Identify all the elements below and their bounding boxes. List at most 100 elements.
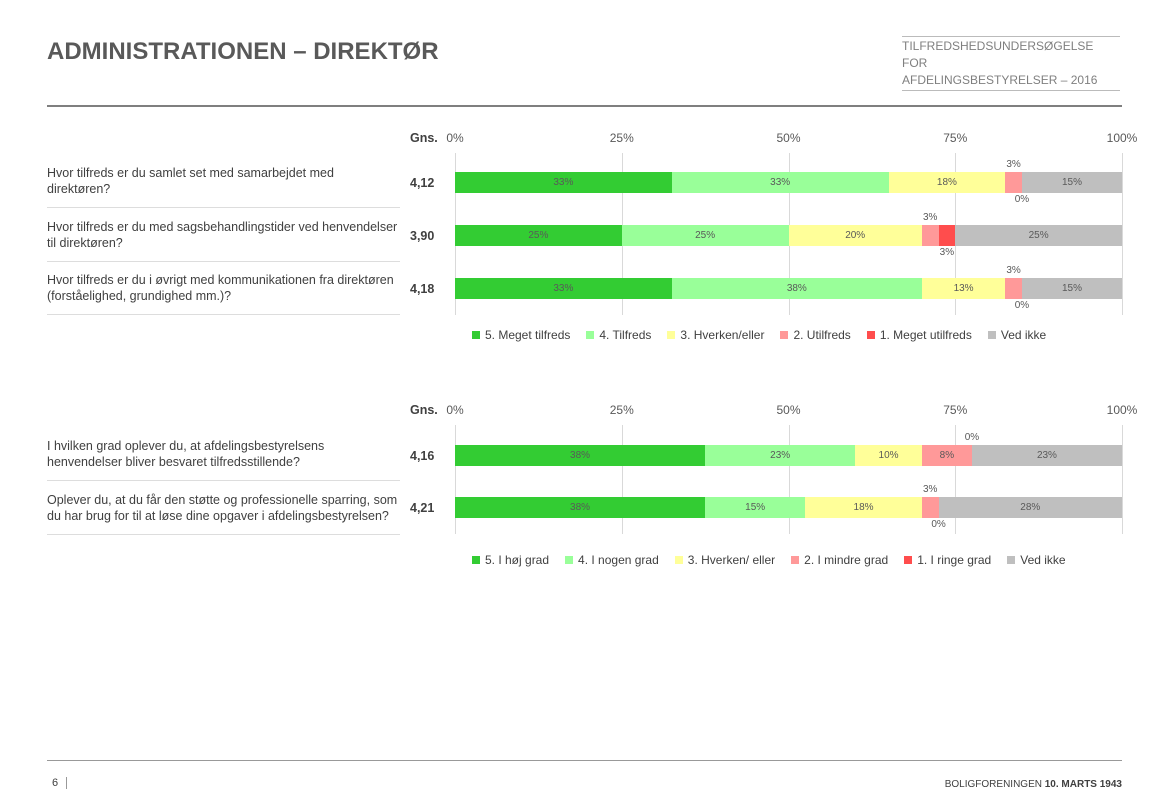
bar-segment: 20% (788, 225, 922, 246)
bar-segment: 3% (1005, 159, 1022, 193)
data-label: 18% (853, 502, 874, 513)
gridline (788, 425, 790, 534)
legend-item: 1. Meget utilfreds (866, 328, 972, 342)
data-label: 25% (1028, 230, 1049, 241)
report-subtitle: TILFREDSHEDSUNDERSØGELSE FOR AFDELINGSBES… (902, 36, 1120, 91)
question-text: Hvor tilfreds er du med sagsbehandlingst… (47, 209, 400, 262)
axis-tick-label: 100% (1106, 403, 1138, 417)
bar-segment: 25% (621, 225, 789, 246)
axis-tick-label: 75% (943, 131, 968, 145)
bar-segment: 3% (1005, 265, 1022, 299)
bar-segment: 3% (938, 225, 956, 258)
bar-segment: 33% (671, 172, 889, 193)
legend-label: 4. I nogen grad (578, 553, 659, 567)
data-label: 18% (936, 177, 957, 188)
data-label: 25% (695, 230, 716, 241)
data-label: 23% (1036, 450, 1057, 461)
data-label: 23% (770, 450, 791, 461)
average-score: 4,12 (410, 176, 435, 190)
data-label: 33% (553, 177, 574, 188)
org-name-bold: 10. MARTS 1943 (1044, 779, 1122, 790)
legend-label: 4. Tilfreds (599, 328, 652, 342)
legend-label: 5. I høj grad (485, 553, 550, 567)
legend-swatch (904, 556, 913, 564)
bar-segment: 18% (805, 497, 922, 518)
bar-segment: 8% (921, 445, 972, 466)
footer-divider (47, 760, 1122, 761)
data-label: 20% (845, 230, 866, 241)
bar-segment: 15% (1021, 172, 1122, 193)
legend-swatch (791, 556, 800, 564)
axis-tick-label: 75% (943, 403, 968, 417)
footer-org: BOLIGFORENINGEN 10. MARTS 1943 (945, 779, 1122, 790)
legend-swatch (667, 331, 676, 339)
bar-segment: 38% (671, 278, 922, 299)
bar-segment: 10% (855, 445, 922, 466)
legend-label: 5. Meget tilfreds (485, 328, 571, 342)
legend-label: 2. I mindre grad (804, 553, 889, 567)
question-text: Hvor tilfreds er du samlet set med samar… (47, 155, 400, 208)
bar-segment: 18% (888, 172, 1006, 193)
bar-segment: 3% (921, 484, 939, 518)
data-label: 3% (1006, 265, 1021, 276)
data-label: 25% (528, 230, 549, 241)
legend-item: 2. Utilfreds (780, 328, 851, 342)
axis-tick-label: 50% (776, 403, 801, 417)
data-label: 8% (939, 450, 955, 461)
bar-segment: 33% (455, 278, 672, 299)
legend-item: 4. Tilfreds (586, 328, 651, 342)
legend-swatch (674, 556, 683, 564)
bar-segment: 38% (455, 445, 706, 466)
legend-item: Ved ikke (987, 328, 1046, 342)
gridline (1122, 153, 1123, 315)
gridline (621, 425, 623, 534)
subtitle-line-1: TILFREDSHEDSUNDERSØGELSE FOR (902, 39, 1094, 70)
legend-item: 3. Hverken/ eller (674, 553, 775, 567)
average-score: 4,21 (410, 501, 435, 515)
legend-item: 1. I ringe grad (904, 553, 991, 567)
avg-header: Gns. (410, 131, 438, 145)
legend-label: 1. Meget utilfreds (879, 328, 972, 342)
page-number: 6 (52, 777, 68, 789)
data-label: 0% (1014, 194, 1030, 205)
bar-segment: 23% (971, 445, 1122, 466)
data-label: 3% (939, 247, 955, 258)
legend-item: 4. I nogen grad (565, 553, 659, 567)
legend-label: 1. I ringe grad (917, 553, 992, 567)
legend-item: 2. I mindre grad (791, 553, 888, 567)
avg-header: Gns. (410, 403, 438, 417)
legend-swatch (472, 331, 480, 339)
data-label: 0% (964, 432, 980, 443)
average-score: 3,90 (410, 229, 435, 243)
header-divider (47, 105, 1122, 107)
data-label: 3% (1006, 159, 1021, 170)
data-label: 28% (1020, 502, 1041, 513)
data-label: 3% (922, 484, 938, 495)
legend-label: Ved ikke (1020, 553, 1066, 567)
question-text: Hvor tilfreds er du i øvrigt med kommuni… (47, 262, 400, 315)
legend-swatch (565, 556, 574, 564)
bar-segment: 25% (955, 225, 1122, 246)
axis-tick-label: 50% (776, 131, 801, 145)
bar-segment: 33% (455, 172, 672, 193)
bar-segment: 38% (455, 497, 706, 518)
bar-segment: 3% (921, 212, 939, 246)
average-score: 4,18 (410, 282, 435, 296)
legend-label: 2. Utilfreds (793, 328, 851, 342)
data-label: 38% (570, 502, 591, 513)
subtitle-line-2: AFDELINGSBESTYRELSER – 2016 (902, 73, 1098, 87)
data-label: 15% (1061, 177, 1082, 188)
page-title: ADMINISTRATIONEN – DIREKTØR (47, 38, 439, 65)
org-name: BOLIGFORENINGEN (944, 779, 1045, 790)
legend-swatch (586, 331, 595, 339)
axis-tick-label: 25% (609, 403, 634, 417)
data-label: 3% (922, 212, 938, 223)
bar-segment: 25% (455, 225, 622, 246)
data-label: 38% (570, 450, 591, 461)
legend-item: 3. Hverken/eller (667, 328, 764, 342)
legend-swatch (780, 331, 789, 339)
gridline (1122, 425, 1123, 534)
legend: 5. I høj grad 4. I nogen grad 3. Hverken/ … (472, 553, 1162, 567)
average-score: 4,16 (410, 449, 435, 463)
legend-swatch (866, 331, 875, 339)
